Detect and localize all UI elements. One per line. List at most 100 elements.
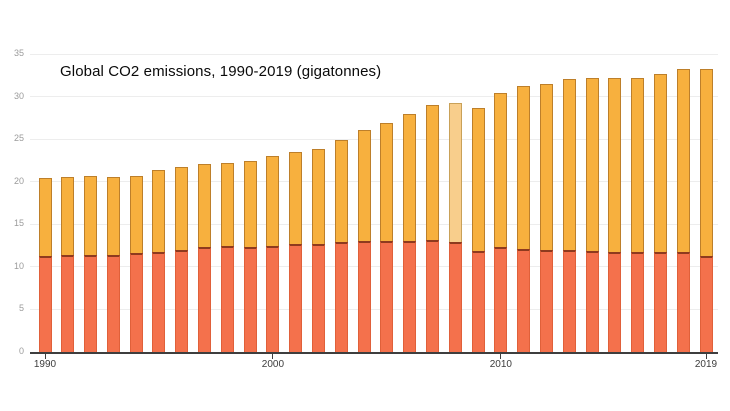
gridline-35: [30, 53, 718, 55]
bar-2018: [676, 68, 690, 352]
gridline-30: [30, 96, 718, 98]
bar-upper-segment: [61, 176, 75, 255]
bar-upper-segment: [357, 129, 371, 241]
bar-upper-segment: [175, 166, 189, 250]
bar-2008: [448, 102, 462, 352]
bar-lower-segment: [539, 249, 553, 352]
bar-lower-segment: [266, 245, 280, 352]
bar-2014: [585, 77, 599, 352]
bar-2017: [653, 73, 667, 352]
x-axis-label-1990: 1990: [33, 358, 57, 370]
bar-1995: [152, 169, 166, 352]
bar-1993: [106, 176, 120, 352]
bar-lower-segment: [585, 250, 599, 352]
bar-2011: [517, 85, 531, 352]
x-axis-line: [30, 351, 718, 354]
bar-2009: [471, 107, 485, 352]
gridline-20: [30, 181, 718, 183]
bar-lower-segment: [289, 243, 303, 352]
bar-lower-segment: [403, 240, 417, 352]
bar-1998: [220, 162, 234, 352]
bar-upper-segment: [517, 85, 531, 249]
bar-upper-segment: [403, 113, 417, 241]
bar-upper-segment: [334, 139, 348, 242]
bar-2004: [357, 129, 371, 352]
bar-lower-segment: [152, 251, 166, 352]
bar-2006: [403, 113, 417, 352]
y-axis-label-35: 35: [13, 48, 24, 58]
bar-2012: [539, 83, 553, 352]
x-axis-label-2000: 2000: [261, 358, 285, 370]
x-axis-tick-2000: [272, 353, 274, 359]
bar-upper-segment: [676, 68, 690, 252]
bar-lower-segment: [699, 255, 713, 352]
bar-lower-segment: [380, 240, 394, 352]
x-axis-label-2019: 2019: [694, 358, 718, 370]
bar-upper-segment: [585, 77, 599, 251]
bar-upper-segment: [243, 160, 257, 247]
y-axis-label-20: 20: [13, 175, 24, 186]
x-axis-tick-2019: [705, 353, 707, 359]
bar-2013: [562, 78, 576, 352]
bar-upper-segment: [471, 107, 485, 251]
chart-title: Global CO2 emissions, 1990-2019 (gigaton…: [60, 63, 382, 80]
bar-lower-segment: [425, 239, 439, 352]
y-axis-label-5: 5: [18, 303, 24, 314]
bar-upper-segment: [631, 77, 645, 252]
gridline-15: [30, 223, 718, 225]
y-axis-label-15: 15: [13, 218, 24, 229]
bar-2019: [699, 68, 713, 352]
bar-2010: [494, 92, 508, 352]
bar-lower-segment: [312, 243, 326, 352]
bar-lower-segment: [61, 254, 75, 352]
bar-lower-segment: [357, 240, 371, 352]
bar-upper-segment: [198, 163, 212, 247]
bar-upper-segment: [84, 175, 98, 255]
bar-upper-segment: [289, 151, 303, 244]
bar-lower-segment: [334, 241, 348, 352]
bar-upper-segment: [448, 102, 462, 242]
bar-2001: [289, 151, 303, 352]
bar-lower-segment: [448, 241, 462, 352]
bar-lower-segment: [562, 249, 576, 352]
bar-2005: [380, 122, 394, 352]
bar-lower-segment: [471, 250, 485, 352]
bar-upper-segment: [653, 73, 667, 252]
bar-lower-segment: [38, 255, 52, 352]
bar-lower-segment: [175, 249, 189, 352]
bar-upper-segment: [152, 169, 166, 252]
bar-upper-segment: [220, 162, 234, 246]
bar-lower-segment: [106, 254, 120, 352]
bar-lower-segment: [129, 252, 143, 352]
bar-1990: [38, 177, 52, 352]
gridline-25: [30, 138, 718, 140]
x-axis-tick-2010: [500, 353, 502, 359]
bar-lower-segment: [631, 251, 645, 352]
gridline-10: [30, 266, 718, 268]
bar-upper-segment: [129, 175, 143, 253]
bar-1997: [198, 163, 212, 352]
bar-1996: [175, 166, 189, 352]
bar-lower-segment: [220, 245, 234, 352]
x-axis-tick-1990: [44, 353, 46, 359]
bar-upper-segment: [380, 122, 394, 241]
y-axis-label-10: 10: [13, 260, 24, 271]
bar-1999: [243, 160, 257, 352]
bar-upper-segment: [494, 92, 508, 247]
bar-2000: [266, 155, 280, 352]
bar-lower-segment: [494, 246, 508, 352]
bar-upper-segment: [312, 148, 326, 244]
x-axis-label-2010: 2010: [489, 358, 512, 370]
bar-2002: [312, 148, 326, 352]
bar-upper-segment: [38, 177, 52, 256]
bar-upper-segment: [106, 176, 120, 255]
y-axis-label-25: 25: [13, 133, 24, 144]
bar-upper-segment: [266, 155, 280, 246]
bar-2015: [608, 77, 622, 352]
bar-2007: [425, 104, 439, 352]
y-axis-label-30: 30: [13, 90, 24, 101]
bar-lower-segment: [653, 251, 667, 352]
bar-2016: [631, 77, 645, 352]
y-axis-label-0: 0: [18, 346, 24, 356]
